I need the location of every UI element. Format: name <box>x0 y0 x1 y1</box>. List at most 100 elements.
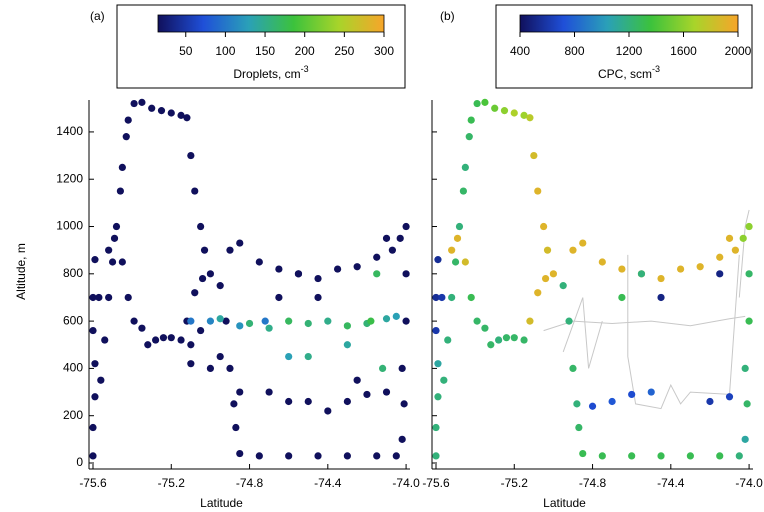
track-point <box>487 341 495 349</box>
track-point <box>216 282 224 290</box>
x-tick-label: -75.6 <box>422 476 450 490</box>
colorbar-label-text: Droplets, cm <box>233 67 300 81</box>
track-point <box>105 293 113 302</box>
track-point <box>232 423 240 432</box>
track-point <box>230 400 238 408</box>
colorbar-label: CPC, scm-3 <box>598 64 660 81</box>
track-point <box>206 317 215 325</box>
y-tick-label: 1000 <box>56 219 83 233</box>
track-point <box>216 352 224 361</box>
colorbar-tick-label: 400 <box>510 44 530 58</box>
track-point <box>167 334 175 342</box>
track-point <box>236 388 244 396</box>
track-point <box>91 256 99 264</box>
track-point <box>373 270 381 278</box>
track-point <box>739 234 747 242</box>
colorbar-label-exponent: -3 <box>301 64 309 74</box>
x-tick-label: -74.4 <box>314 476 342 490</box>
track-point <box>91 393 99 401</box>
track-point <box>481 98 489 106</box>
track-point <box>183 114 191 122</box>
track-point <box>324 407 332 415</box>
track-point <box>245 319 254 328</box>
x-axis-label: Latitude <box>543 496 586 510</box>
track-point <box>543 246 552 254</box>
track-point <box>432 293 440 302</box>
track-point <box>534 187 542 195</box>
track-point <box>130 99 138 108</box>
track-point <box>343 341 351 349</box>
track-point <box>197 326 205 335</box>
track-point <box>461 258 469 266</box>
track-point <box>197 222 205 231</box>
track-point <box>400 400 408 408</box>
track-point <box>159 334 168 342</box>
track-point <box>255 258 263 266</box>
track-point <box>304 352 312 361</box>
track-point <box>402 222 410 231</box>
track-point <box>520 336 528 344</box>
colorbar-label-text: CPC, scm <box>598 67 652 81</box>
track-point <box>467 116 475 124</box>
track-point <box>510 109 518 117</box>
track-point <box>363 390 371 399</box>
track-point <box>130 317 138 325</box>
track-point <box>444 336 452 344</box>
track-point <box>379 364 387 373</box>
track-point <box>226 364 234 373</box>
track-point <box>206 364 215 373</box>
track-point <box>459 187 467 195</box>
track-point <box>95 293 103 302</box>
track-point <box>122 133 130 141</box>
track-point <box>598 258 606 266</box>
track-point <box>541 274 550 283</box>
track-point <box>448 293 456 302</box>
colorbar-tick-label: 1600 <box>670 44 697 58</box>
x-tick-label: -74.8 <box>579 476 607 490</box>
track-point <box>200 246 209 254</box>
track-point <box>396 234 404 242</box>
track-point <box>353 376 361 384</box>
track-point <box>236 239 244 247</box>
track-point <box>105 246 113 254</box>
track-point <box>657 452 665 460</box>
y-tick-label: 0 <box>76 455 83 469</box>
track-point <box>373 452 381 460</box>
colorbar-tick-label: 2000 <box>725 44 752 58</box>
track-point <box>637 270 646 278</box>
track-point <box>392 452 400 460</box>
track-point <box>565 317 573 325</box>
track-point <box>530 151 538 160</box>
track-point <box>598 452 606 460</box>
track-point <box>333 265 342 273</box>
track-point <box>735 452 743 460</box>
track-point <box>657 274 665 283</box>
track-point <box>285 452 293 460</box>
track-point <box>97 376 105 384</box>
track-point <box>108 258 117 266</box>
track-point <box>314 293 322 302</box>
track-point <box>198 274 207 283</box>
x-tick-label: -74.0 <box>735 476 763 490</box>
colorbar <box>157 14 385 33</box>
track-point <box>191 289 199 297</box>
track-point <box>89 452 97 460</box>
track-point <box>152 336 160 344</box>
track-point <box>275 293 283 302</box>
track-point <box>686 452 694 460</box>
track-point <box>716 452 724 460</box>
track-point <box>579 239 587 247</box>
track-point <box>138 324 146 332</box>
track-point <box>144 341 152 349</box>
track-point <box>314 274 322 283</box>
track-point <box>275 265 283 273</box>
track-point <box>618 265 626 273</box>
missing-track-line <box>738 209 750 298</box>
panel-label: (a) <box>90 9 105 23</box>
track-point <box>526 114 534 122</box>
track-point <box>461 163 469 171</box>
track-point <box>716 253 724 261</box>
track-point <box>187 151 195 160</box>
colorbar <box>519 14 739 33</box>
